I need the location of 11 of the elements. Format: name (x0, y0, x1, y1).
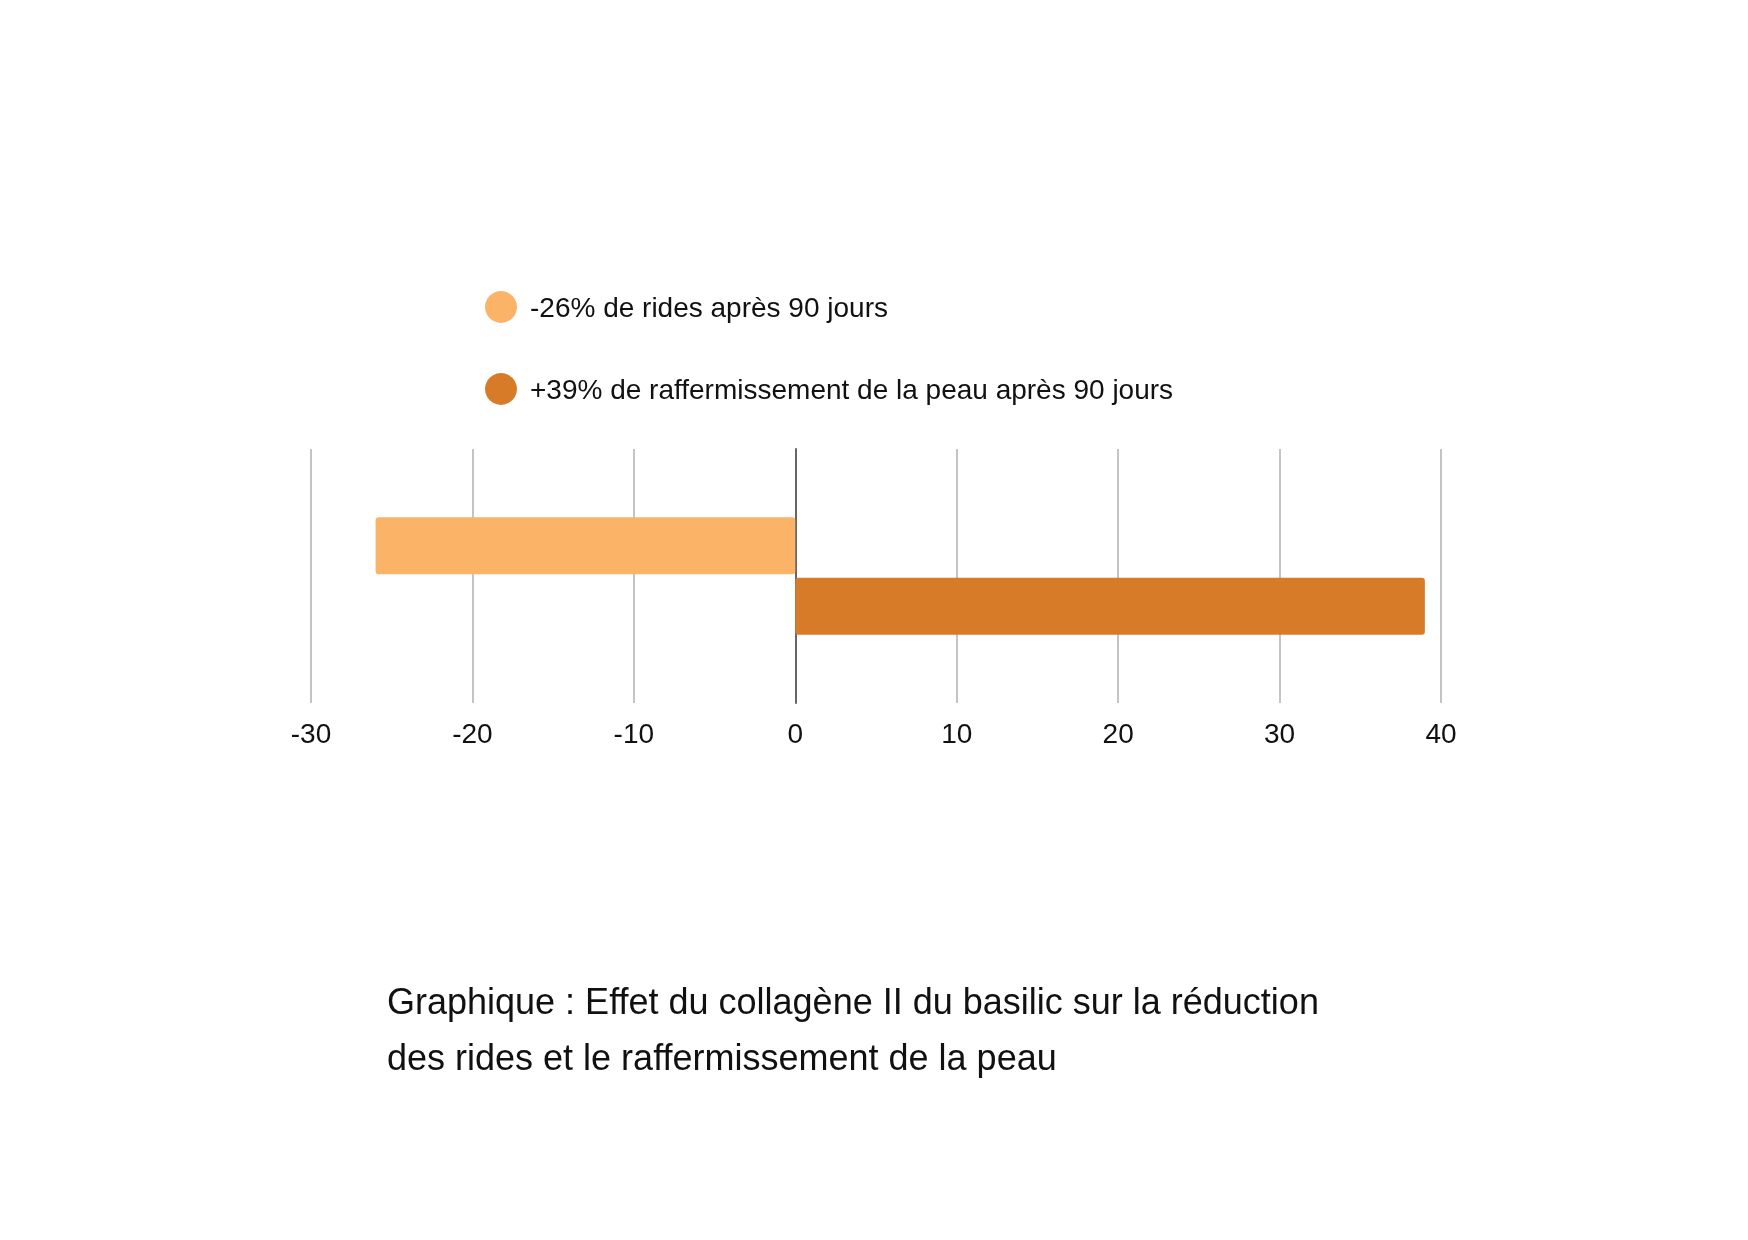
x-tick-label: 20 (1102, 717, 1134, 749)
x-tick-label: -20 (452, 717, 493, 749)
legend-label: -26% de rides après 90 jours (530, 291, 888, 323)
x-tick-label: 40 (1425, 717, 1457, 749)
x-tick-label: -10 (613, 717, 655, 749)
x-tick-label: 0 (787, 717, 804, 749)
x-tick-label: -30 (290, 717, 332, 749)
x-tick-label: 30 (1263, 717, 1296, 749)
x-tick-label: 10 (941, 717, 973, 749)
legend-label: +39% de raffermissement de la peau après 90 jours (530, 373, 1174, 405)
text: Graphique : Effet du collagène II du basilic sur la réduction des rides et le raffermissement de la peau (387, 980, 1329, 1078)
